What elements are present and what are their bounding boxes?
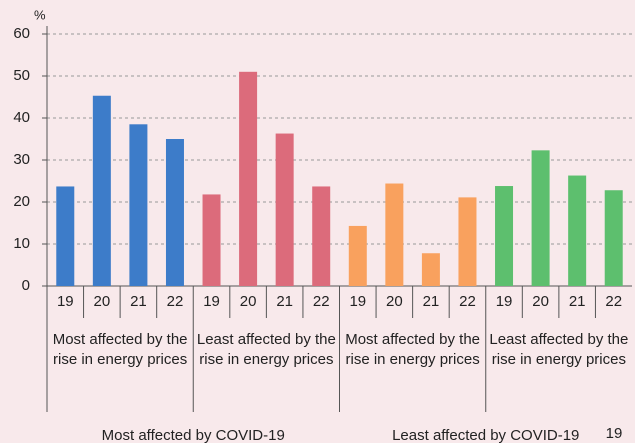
x-tick-label: 20 [240, 293, 257, 310]
x-tick-label: 21 [569, 293, 586, 310]
group-label: Least affected by the rise in energy pri… [196, 331, 336, 368]
x-tick-label: 22 [605, 293, 622, 310]
y-tick-label: 40 [13, 109, 30, 126]
y-unit: % [34, 7, 46, 22]
bar [202, 194, 221, 286]
x-tick-label: 22 [167, 293, 184, 310]
bar [348, 225, 367, 286]
x-tick-label: 21 [130, 293, 147, 310]
bar [129, 124, 148, 286]
y-tick-label: 30 [13, 151, 30, 168]
y-tick-label: 0 [22, 277, 30, 294]
bar [56, 186, 75, 286]
bar [92, 95, 111, 287]
x-tick-label: 21 [423, 293, 440, 310]
y-tick-label: 20 [13, 193, 30, 210]
bar [165, 139, 184, 286]
bar [531, 150, 550, 286]
bar [421, 253, 440, 286]
y-tick-label: 10 [13, 235, 30, 252]
group-label: Most affected by the rise in energy pric… [345, 331, 481, 368]
x-tick-label: 20 [94, 293, 111, 310]
bar [385, 183, 404, 286]
y-tick-label: 50 [13, 67, 30, 84]
y-tick-label: 60 [13, 25, 30, 42]
x-tick-label: 20 [386, 293, 403, 310]
bar [275, 133, 294, 286]
bar [495, 186, 514, 286]
group-label: Least affected by the rise in energy pri… [489, 331, 629, 368]
page-number: 19 [606, 425, 623, 442]
x-tick-label: 21 [276, 293, 293, 310]
bar [568, 175, 587, 286]
supergroup-label: Most affected by COVID-19 [101, 427, 285, 443]
x-tick-label: 22 [313, 293, 330, 310]
x-tick-label: 19 [496, 293, 513, 310]
x-tick-label: 19 [349, 293, 366, 310]
x-tick-label: 20 [532, 293, 549, 310]
bar [604, 190, 623, 286]
bar [458, 197, 477, 286]
bar [312, 186, 331, 286]
group-label: Most affected by the rise in energy pric… [52, 331, 188, 368]
bar [239, 71, 258, 286]
x-tick-label: 22 [459, 293, 476, 310]
x-tick-label: 19 [57, 293, 74, 310]
x-tick-label: 19 [203, 293, 220, 310]
supergroup-label: Least affected by COVID-19 [392, 427, 580, 443]
